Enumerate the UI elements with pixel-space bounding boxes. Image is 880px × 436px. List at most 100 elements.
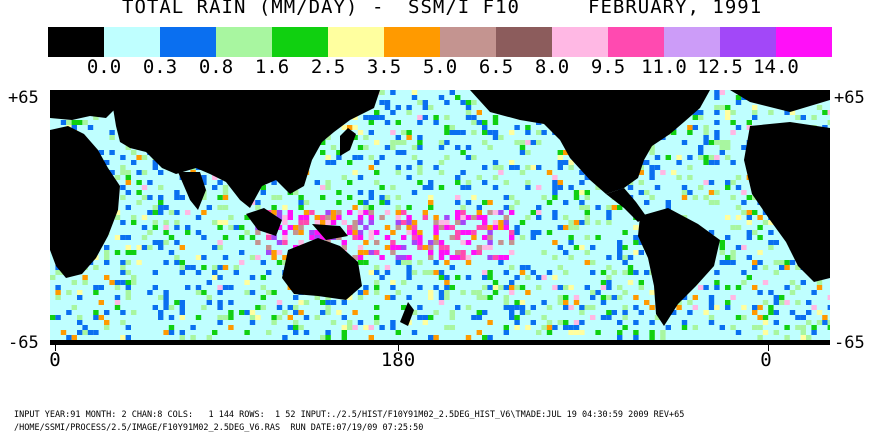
- rain-cell: [563, 325, 569, 330]
- rain-cell: [752, 105, 758, 110]
- rain-cell: [768, 310, 774, 315]
- rain-cell: [681, 320, 688, 325]
- rain-cell: [514, 285, 520, 290]
- africa-landmass: [50, 126, 120, 278]
- rain-cell: [330, 215, 337, 220]
- rain-cell: [827, 320, 830, 325]
- rain-cell: [352, 310, 358, 315]
- rain-cell: [163, 260, 169, 265]
- rain-cell: [228, 315, 234, 320]
- rain-cell: [741, 280, 747, 285]
- rain-cell: [536, 130, 542, 135]
- rain-cell: [568, 220, 574, 225]
- rain-cell: [714, 130, 720, 135]
- rain-cell: [590, 260, 596, 265]
- rain-cell: [514, 225, 520, 230]
- rain-cell: [352, 115, 358, 120]
- rain-cell: [563, 285, 569, 290]
- rain-cell: [725, 180, 731, 185]
- rain-cell: [725, 260, 731, 265]
- rain-cell: [379, 200, 385, 205]
- rain-cell: [746, 275, 752, 280]
- rain-cell: [476, 330, 482, 335]
- rain-cell: [649, 165, 655, 170]
- rain-cell: [357, 190, 364, 195]
- rain-cell: [552, 240, 558, 245]
- rain-cell: [714, 95, 720, 100]
- rain-cell: [298, 240, 304, 245]
- rain-cell: [282, 260, 288, 265]
- rain-cell: [406, 205, 412, 210]
- rain-cell: [752, 325, 758, 330]
- rain-cell: [741, 210, 747, 215]
- rain-cell: [482, 215, 488, 220]
- rain-cell: [487, 270, 493, 275]
- rain-cell: [498, 210, 504, 215]
- rain-cell: [595, 235, 601, 240]
- rain-cell: [730, 130, 736, 135]
- rain-cell: [341, 125, 347, 130]
- rain-cell: [482, 120, 488, 125]
- rain-cell: [417, 240, 423, 245]
- rain-cell: [347, 195, 353, 200]
- rain-cell: [163, 330, 169, 335]
- newguinea-landmass: [312, 224, 348, 240]
- rain-cell: [255, 205, 261, 210]
- rain-cell: [347, 230, 353, 235]
- rain-cell: [217, 245, 223, 250]
- rain-cell: [627, 185, 634, 190]
- rain-cell: [492, 220, 499, 225]
- rain-cell: [449, 255, 455, 260]
- rain-cell: [606, 275, 612, 280]
- rain-cell: [703, 130, 709, 135]
- rain-cell: [401, 235, 407, 240]
- rain-cell: [131, 160, 137, 165]
- rain-cell: [276, 225, 283, 230]
- rain-cell: [260, 275, 266, 280]
- rain-cell: [411, 155, 418, 160]
- rain-cell: [141, 225, 148, 230]
- map-title: TOTAL RAIN (MM/DAY) - SSM/I F10 FEBRUARY…: [0, 0, 880, 22]
- rain-cell: [730, 160, 736, 165]
- rain-cell: [509, 315, 515, 320]
- rain-cell: [131, 250, 137, 255]
- rain-cell: [698, 145, 704, 150]
- rain-cell: [374, 170, 380, 175]
- legend-swatch-8: [496, 27, 552, 57]
- rain-cell: [395, 205, 401, 210]
- rain-cell: [714, 190, 720, 195]
- rain-cell: [552, 215, 558, 220]
- rain-cell: [509, 265, 515, 270]
- rain-cell: [417, 115, 423, 120]
- rain-cell: [779, 265, 785, 270]
- rain-cell: [352, 155, 358, 160]
- rain-cell: [633, 235, 639, 240]
- rain-cell: [77, 120, 83, 125]
- rain-cell: [563, 305, 569, 310]
- rain-cell: [476, 205, 482, 210]
- rain-cell: [509, 240, 515, 245]
- rain-cell: [703, 180, 709, 185]
- rain-cell: [320, 150, 326, 155]
- rain-cell: [471, 215, 477, 220]
- rain-cell: [482, 270, 488, 275]
- rain-cell: [433, 285, 439, 290]
- rain-cell: [260, 190, 266, 195]
- rain-cell: [206, 205, 212, 210]
- rain-cell: [482, 140, 488, 145]
- rain-cell: [374, 285, 380, 290]
- rain-cell: [222, 195, 229, 200]
- rain-cell: [320, 300, 326, 305]
- rain-cell: [741, 145, 747, 150]
- europe-landmass: [50, 90, 120, 120]
- rain-cell: [789, 290, 796, 295]
- rain-cell: [708, 190, 715, 195]
- rain-cell: [552, 195, 558, 200]
- rain-cell: [174, 190, 180, 195]
- rain-cell: [104, 245, 110, 250]
- rain-cell: [55, 315, 61, 320]
- rain-cell: [530, 140, 536, 145]
- rain-cell: [82, 275, 88, 280]
- rain-cell: [460, 250, 466, 255]
- north-america-landmass: [470, 90, 710, 194]
